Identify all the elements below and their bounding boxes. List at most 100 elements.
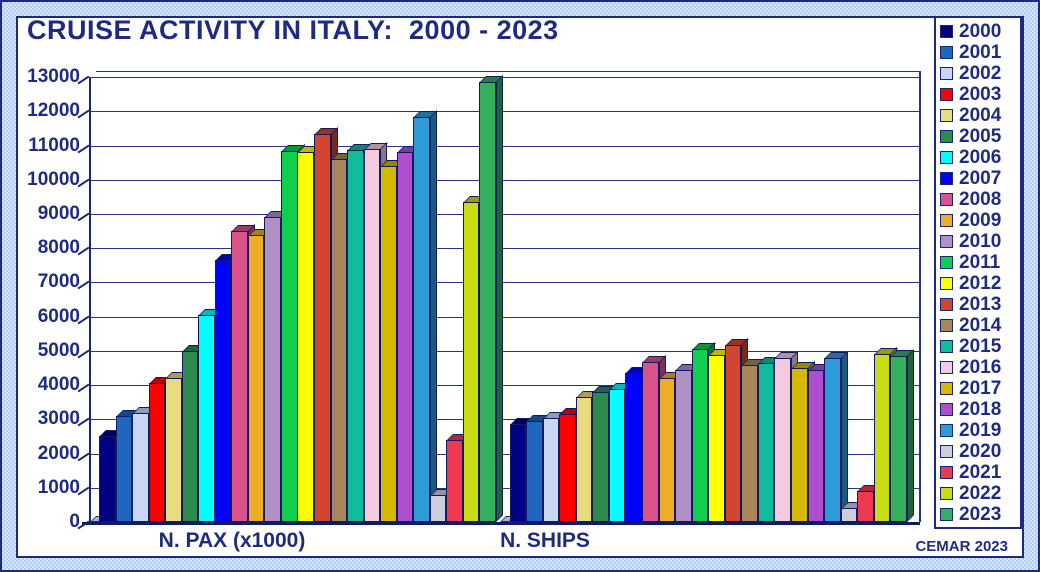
bar-front-face xyxy=(873,354,891,522)
bar-2009-pax xyxy=(247,227,272,522)
y-axis-label-4000: 4000 xyxy=(37,374,80,396)
legend-item-2003: 2003 xyxy=(940,84,1016,104)
legend-item-2015: 2015 xyxy=(940,336,1016,356)
bar-front-face xyxy=(330,158,348,522)
gridline-11000 xyxy=(90,145,920,147)
bar-2023-ships xyxy=(890,349,914,522)
legend-item-2011: 2011 xyxy=(940,252,1016,272)
bar-2000-pax xyxy=(99,429,123,522)
bar-2003-pax xyxy=(148,376,173,522)
bar-2005-ships xyxy=(592,384,616,522)
legend-item-2002: 2002 xyxy=(940,63,1016,83)
legend-color-swatch-2003 xyxy=(940,87,953,101)
bar-front-face xyxy=(741,364,758,522)
legend-color-swatch-2017 xyxy=(940,381,953,395)
bar-front-face xyxy=(264,217,281,522)
legend-color-swatch-2009 xyxy=(940,213,953,227)
legend-color-swatch-2005 xyxy=(940,129,953,143)
bar-front-face xyxy=(479,82,496,522)
gridline-4000 xyxy=(90,385,920,387)
legend-item-2008: 2008 xyxy=(940,189,1016,209)
bar-front-face xyxy=(148,383,166,522)
y-axis-label-8000: 8000 xyxy=(37,237,80,259)
legend-year-label: 2007 xyxy=(959,167,1002,189)
legend-color-swatch-2021 xyxy=(940,465,953,479)
bar-2015-ships xyxy=(757,355,782,522)
bar-2007-ships xyxy=(625,366,649,522)
bar-2018-ships xyxy=(807,362,832,522)
bar-2003-ships xyxy=(559,407,583,522)
legend-item-2013: 2013 xyxy=(940,294,1016,314)
bar-2010-ships xyxy=(675,362,699,522)
legend-color-swatch-2002 xyxy=(940,66,953,80)
legend-year-label: 2008 xyxy=(959,188,1002,210)
bar-2019-pax xyxy=(413,109,437,522)
bar-front-face xyxy=(592,391,609,522)
legend-color-swatch-2010 xyxy=(940,234,953,248)
legend-year-label: 2010 xyxy=(959,230,1002,252)
bar-2012-ships xyxy=(708,348,732,522)
legend-year-label: 2001 xyxy=(959,41,1002,63)
bar-front-face xyxy=(774,357,792,522)
gridline-12000 xyxy=(90,111,920,113)
bar-front-face xyxy=(280,150,298,522)
legend-year-label: 2018 xyxy=(959,398,1002,420)
bar-side-face xyxy=(840,350,848,522)
y-axis-label-11000: 11000 xyxy=(28,134,80,156)
bar-2001-pax xyxy=(115,408,140,522)
bar-2007-pax xyxy=(214,253,239,522)
legend-year-label: 2003 xyxy=(959,83,1002,105)
bar-front-face xyxy=(559,414,576,522)
bar-2022-ships xyxy=(873,347,898,522)
bar-front-face xyxy=(99,436,116,522)
gridline-9000 xyxy=(90,214,920,216)
bar-front-face xyxy=(658,378,676,522)
gridline-7000 xyxy=(90,282,920,284)
bar-2013-pax xyxy=(314,126,338,522)
bar-front-face xyxy=(413,116,430,522)
legend-year-label: 2017 xyxy=(959,377,1002,399)
bar-2004-pax xyxy=(165,371,189,522)
bar-front-face xyxy=(840,508,858,522)
bar-front-face xyxy=(608,388,626,522)
bar-side-face xyxy=(906,349,914,522)
legend-item-2021: 2021 xyxy=(940,462,1016,482)
bar-2019-ships xyxy=(824,350,848,522)
legend-item-2001: 2001 xyxy=(940,42,1016,62)
bar-front-face xyxy=(396,152,414,522)
x-axis-baseline xyxy=(82,522,920,525)
legend-year-label: 2016 xyxy=(959,356,1002,378)
bar-front-face xyxy=(509,424,527,522)
legend-item-2022: 2022 xyxy=(940,483,1016,503)
y-axis-label-0: 0 xyxy=(69,511,80,532)
bar-front-face xyxy=(132,412,149,522)
bar-2002-ships xyxy=(542,410,567,522)
y-axis-label-5000: 5000 xyxy=(37,339,80,361)
bar-2020-pax xyxy=(429,487,454,522)
bar-front-face xyxy=(380,166,397,522)
legend-item-2019: 2019 xyxy=(940,420,1016,440)
bar-2006-ships xyxy=(608,381,633,522)
legend-color-swatch-2022 xyxy=(940,486,953,500)
legend-item-2017: 2017 xyxy=(940,378,1016,398)
legend-year-label: 2014 xyxy=(959,314,1002,336)
bar-front-face xyxy=(641,362,659,522)
bar-front-face xyxy=(347,150,364,522)
bar-front-face xyxy=(446,439,463,522)
gridline-8000 xyxy=(90,248,920,250)
gridline-13000 xyxy=(90,77,920,79)
bar-2021-ships xyxy=(857,484,881,522)
legend-year-label: 2020 xyxy=(959,440,1002,462)
gridline-3000 xyxy=(90,419,920,421)
bar-2008-pax xyxy=(231,224,255,522)
bar-front-face xyxy=(807,369,825,522)
legend-year-label: 2013 xyxy=(959,293,1002,315)
bar-2001-ships xyxy=(526,414,550,522)
y-axis-label-10000: 10000 xyxy=(27,168,80,190)
gridline-5000 xyxy=(90,350,920,352)
bar-2020-ships xyxy=(840,501,865,522)
legend-item-2009: 2009 xyxy=(940,210,1016,230)
bar-front-face xyxy=(165,378,182,522)
legend-box: 2000 2001 2002 2003 2004 2005 2006 2007 2008 2009… xyxy=(934,16,1022,529)
bar-front-face xyxy=(231,231,248,522)
